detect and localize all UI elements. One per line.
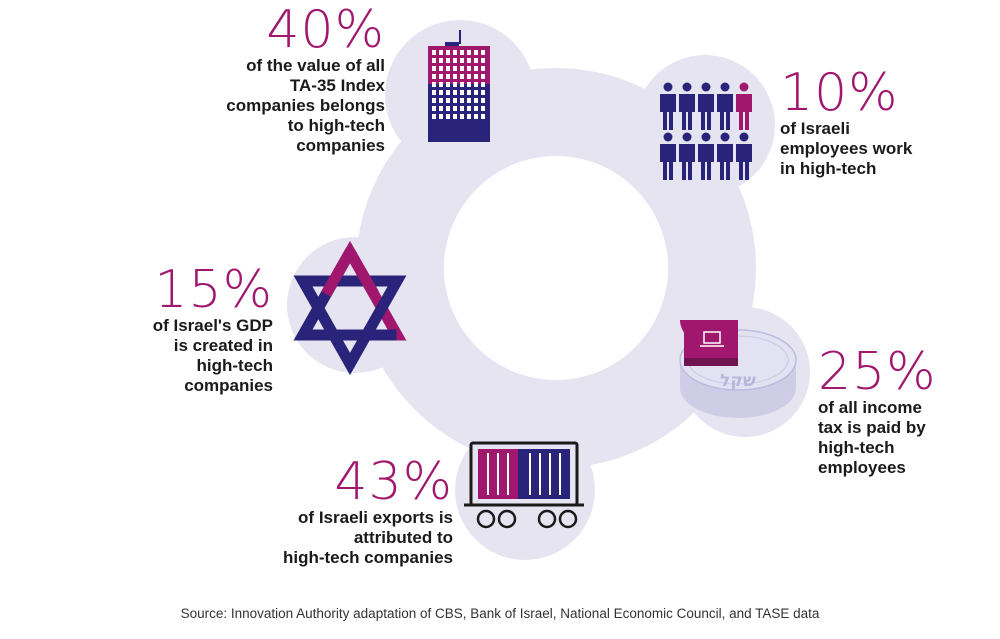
source-note: Source: Innovation Authority adaptation …	[180, 606, 820, 621]
stat-description: of all income tax is paid by high-tech e…	[818, 398, 926, 477]
coin-pie-icon: שקל	[679, 320, 797, 418]
stat-employees: 10% of Israeli employees work in high-te…	[780, 67, 912, 179]
stat-percent: 15%	[154, 260, 273, 320]
stat-percent: 40%	[266, 0, 385, 60]
stat-tase-value: 40% of the value of all TA-35 Index comp…	[226, 4, 385, 156]
stat-percent: 25%	[818, 342, 937, 402]
stat-percent: 10%	[780, 63, 899, 123]
stat-description: of Israeli exports is attributed to high…	[282, 508, 453, 567]
stat-description: of the value of all TA-35 Index companie…	[226, 56, 385, 155]
stat-description: of Israel's GDP is created in high-tech …	[152, 316, 273, 395]
stat-gdp: 15% of Israel's GDP is created in high-t…	[153, 264, 273, 396]
star-of-david-icon	[293, 240, 407, 376]
freight-wagon-icon	[464, 441, 584, 529]
people-icon	[660, 82, 752, 180]
stat-exports: 43% of Israeli exports is attributed to …	[283, 456, 453, 568]
stat-percent: 43%	[334, 452, 453, 512]
coin-text: שקל	[720, 371, 756, 391]
building-icon	[428, 30, 490, 142]
stat-income-tax: 25% of all income tax is paid by high-te…	[818, 346, 937, 478]
stat-description: of Israeli employees work in high-tech	[780, 119, 913, 178]
